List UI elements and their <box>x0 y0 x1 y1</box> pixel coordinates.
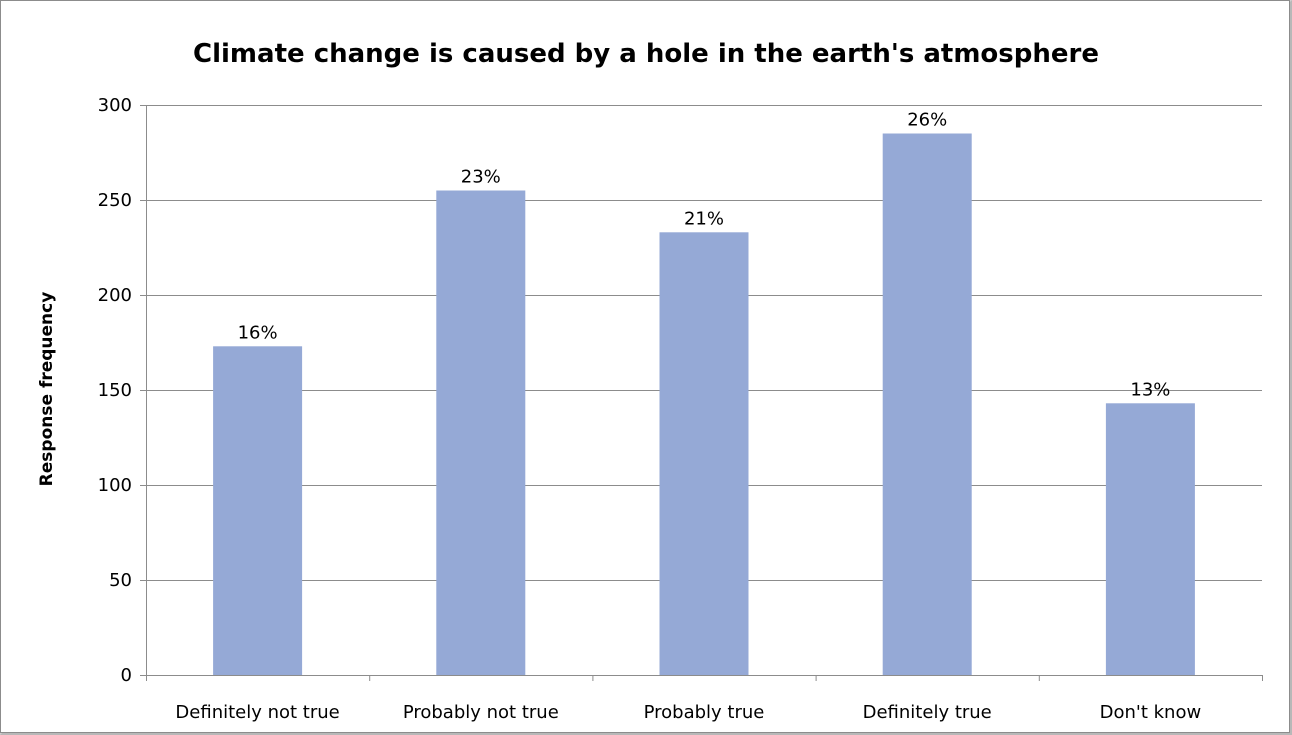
x-category-label: Don't know <box>1100 702 1202 723</box>
x-category-label: Definitely true <box>863 702 992 723</box>
data-label: 16% <box>238 322 278 343</box>
labels: 0 50 100 150 200 250 300 16% Definitely not true… <box>98 95 1202 723</box>
bars <box>213 133 1195 676</box>
y-tick-label: 200 <box>98 285 132 306</box>
y-tick-label: 100 <box>98 475 132 496</box>
bar <box>213 346 303 675</box>
y-tick-label: 50 <box>109 570 132 591</box>
data-label: 13% <box>1130 379 1170 400</box>
bar <box>1105 403 1195 675</box>
chart-title: Climate change is caused by a hole in th… <box>193 39 1099 69</box>
bar <box>882 133 972 675</box>
data-label: 21% <box>684 208 724 229</box>
y-tick-label: 250 <box>98 190 132 211</box>
bar <box>659 232 749 676</box>
x-category-label: Definitely not true <box>175 702 339 723</box>
y-tick-label: 0 <box>121 665 132 686</box>
data-label: 23% <box>461 167 501 188</box>
y-axis-title: Response frequency <box>37 292 57 487</box>
x-category-label: Probably not true <box>403 702 559 723</box>
bar <box>436 190 526 675</box>
data-label: 26% <box>907 110 947 131</box>
y-tick-label: 150 <box>98 380 132 401</box>
axes <box>140 105 1263 681</box>
x-category-label: Probably true <box>644 702 765 723</box>
y-tick-label: 300 <box>98 95 132 116</box>
